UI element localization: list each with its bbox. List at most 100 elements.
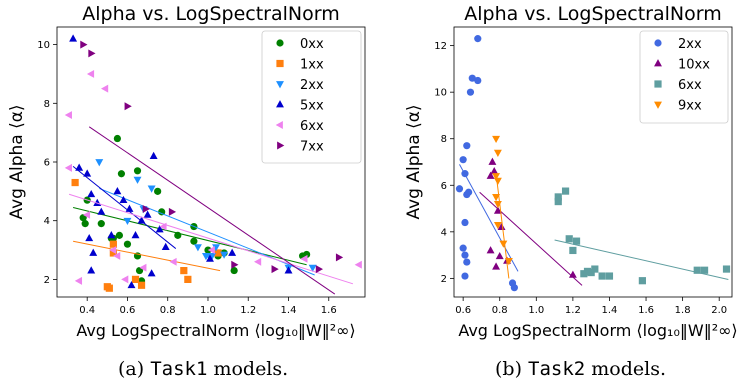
series-6xx	[554, 187, 731, 285]
legend-label: 9xx	[678, 99, 702, 114]
data-point	[125, 204, 134, 212]
caption-a-suffix: models.	[207, 358, 289, 380]
data-point	[492, 135, 501, 144]
y-tick-label: 10	[37, 40, 50, 51]
data-point	[89, 248, 98, 256]
data-point	[474, 35, 482, 43]
legend-marker	[654, 39, 662, 47]
data-point	[461, 272, 469, 280]
data-point	[131, 231, 140, 239]
data-point	[474, 76, 482, 85]
data-point	[180, 266, 188, 275]
data-point	[86, 69, 95, 78]
legend-marker	[276, 81, 284, 89]
x-tick-label: 0.4	[79, 305, 95, 316]
plot-frame	[453, 26, 733, 298]
data-point	[131, 275, 140, 283]
data-point	[486, 171, 495, 179]
data-point	[161, 242, 170, 250]
data-point	[147, 185, 156, 193]
data-point	[459, 244, 467, 252]
data-point	[147, 269, 156, 277]
data-point	[493, 206, 502, 214]
x-tick-label: 1.0	[528, 305, 544, 316]
data-point	[119, 195, 128, 204]
data-point	[230, 266, 238, 275]
fit-line	[73, 240, 221, 272]
data-point	[591, 265, 599, 273]
fit-line	[479, 191, 583, 286]
legend-marker	[654, 80, 662, 88]
x-tick-label: 1.2	[565, 305, 581, 316]
x-axis-label: Avg LogSpectralNorm ⟨log₁₀‖W‖²∞⟩	[76, 321, 355, 340]
caption-b: (b) Task2 models.	[495, 358, 666, 380]
series-5xx	[69, 34, 293, 289]
data-point	[461, 251, 469, 259]
caption-b-prefix: (b)	[495, 358, 529, 380]
data-point	[492, 194, 501, 202]
data-point	[117, 170, 126, 178]
data-point	[149, 151, 158, 160]
y-tick-label: 8	[441, 134, 447, 145]
x-tick-label: 0.6	[120, 305, 136, 316]
data-point	[207, 246, 215, 255]
data-point	[95, 159, 104, 167]
chart-title: Alpha vs. LogSpectralNorm	[82, 3, 339, 25]
data-point	[137, 216, 146, 224]
fit-line	[72, 166, 177, 249]
data-point	[565, 235, 573, 243]
data-point	[463, 258, 471, 266]
data-point	[109, 246, 117, 255]
data-point	[638, 277, 646, 285]
x-tick-label: 1.0	[200, 305, 216, 316]
series-6xx	[64, 69, 362, 285]
legend-marker	[277, 141, 285, 150]
legend-label: 7xx	[300, 140, 324, 155]
data-point	[123, 217, 132, 226]
x-tick-label: 2.0	[711, 305, 727, 316]
y-tick-label: 10	[434, 88, 447, 99]
fit-line	[495, 173, 510, 279]
data-point	[121, 275, 129, 284]
data-point	[87, 266, 96, 274]
data-point	[510, 284, 518, 292]
plot-frame	[56, 26, 366, 298]
data-point	[488, 157, 497, 165]
chart-title: Alpha vs. LogSpectralNorm	[464, 3, 721, 25]
data-point	[572, 237, 581, 245]
fit-line	[554, 239, 729, 281]
data-point	[190, 237, 198, 245]
caption-a-prefix: (a)	[118, 358, 151, 380]
data-point	[71, 178, 79, 187]
data-point	[124, 102, 132, 111]
data-point	[100, 84, 109, 93]
data-point	[109, 240, 117, 248]
data-point	[455, 185, 464, 193]
data-point	[315, 265, 324, 274]
series-9xx	[492, 135, 513, 279]
data-point	[214, 249, 222, 257]
legend-label: 6xx	[678, 78, 702, 93]
data-point	[569, 246, 577, 255]
data-point	[88, 49, 96, 58]
legend-label: 6xx	[300, 119, 324, 134]
fit-line	[459, 164, 519, 272]
data-point	[468, 74, 476, 82]
data-point	[107, 231, 116, 239]
data-point	[490, 166, 499, 175]
data-point	[231, 260, 239, 269]
x-tick-label: 1.6	[638, 305, 654, 316]
series-1xx	[71, 178, 222, 292]
data-point	[493, 177, 502, 185]
data-point	[492, 262, 501, 270]
legend: 0xx 1xx 2xx 5xx 6xx 7xx	[261, 30, 362, 164]
data-point	[493, 149, 502, 158]
data-point	[497, 222, 506, 231]
data-point	[493, 221, 502, 230]
legend-marker	[276, 59, 284, 68]
legend-label: 2xx	[300, 78, 324, 93]
data-point	[554, 197, 562, 206]
y-tick-label: 2	[441, 274, 447, 285]
data-point	[113, 187, 122, 195]
